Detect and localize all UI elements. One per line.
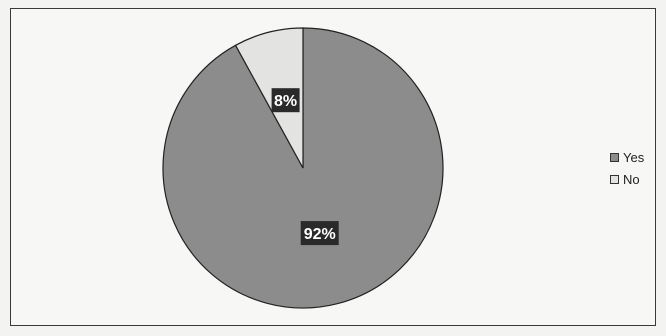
legend-label-no: No <box>623 171 640 187</box>
data-label-yes: 92% <box>300 221 339 246</box>
svg-text:8%: 8% <box>274 93 297 110</box>
data-label-no: 8% <box>271 88 300 113</box>
pie-slice-no <box>234 27 304 169</box>
legend-item-no: No <box>610 168 644 190</box>
chart-legend: Yes No <box>610 146 644 190</box>
legend-swatch-yes <box>610 152 619 162</box>
legend-swatch-no <box>610 174 619 184</box>
legend-label-yes: Yes <box>623 149 645 165</box>
svg-text:92%: 92% <box>304 226 336 243</box>
legend-item-yes: Yes <box>610 146 644 168</box>
